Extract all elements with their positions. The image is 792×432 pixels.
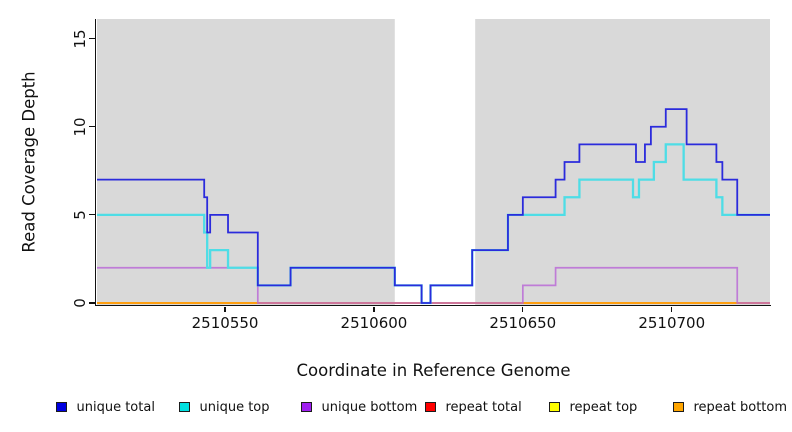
x-tick-mark (522, 306, 524, 312)
x-tick-label: 2510550 (191, 314, 259, 332)
legend-item-repeat-total: repeat total (425, 398, 522, 416)
unique-total-swatch-icon (56, 401, 67, 413)
x-tick-label: 2510700 (638, 314, 706, 332)
x-axis-line (95, 305, 771, 307)
legend-label: unique bottom (321, 399, 418, 415)
unique-bottom-swatch-icon (301, 401, 312, 413)
gap-highlight-region (394, 19, 476, 306)
plot-area (97, 19, 770, 306)
y-tick-mark (89, 38, 95, 40)
legend-label: repeat bottom (693, 399, 788, 415)
legend-label: unique total (76, 399, 155, 415)
unique-total-line (97, 108, 770, 304)
x-tick-mark (224, 306, 226, 312)
legend-item-unique-top: unique top (179, 398, 270, 416)
x-tick-label: 2510650 (489, 314, 557, 332)
legend-label: repeat total (445, 399, 522, 415)
legend-label: unique top (199, 399, 270, 415)
y-axis-title: Read Coverage Depth (19, 71, 39, 253)
repeat-top-swatch-icon (549, 401, 560, 413)
y-tick-label: 10 (71, 117, 89, 137)
legend-label: repeat top (569, 399, 638, 415)
repeat-bottom-swatch-icon (673, 401, 684, 413)
legend-item-unique-bottom: unique bottom (301, 398, 417, 416)
y-tick-mark (89, 302, 95, 304)
legend-item-repeat-top: repeat top (549, 398, 637, 416)
y-tick-mark (89, 214, 95, 216)
unique-top-swatch-icon (179, 401, 190, 413)
y-tick-mark (89, 126, 95, 128)
y-tick-label: 5 (71, 210, 89, 220)
y-tick-label: 15 (71, 29, 89, 49)
legend-item-repeat-bottom: repeat bottom (673, 398, 787, 416)
y-axis-line (95, 19, 97, 306)
x-tick-mark (671, 306, 673, 312)
x-axis-title: Coordinate in Reference Genome (296, 361, 571, 380)
repeat-total-swatch-icon (425, 401, 436, 413)
legend: unique total unique top unique bottom repea… (0, 398, 792, 418)
legend-item-unique-total: unique total (56, 398, 155, 416)
y-tick-label: 0 (71, 298, 89, 308)
x-tick-mark (373, 306, 375, 312)
x-tick-label: 2510600 (340, 314, 408, 332)
